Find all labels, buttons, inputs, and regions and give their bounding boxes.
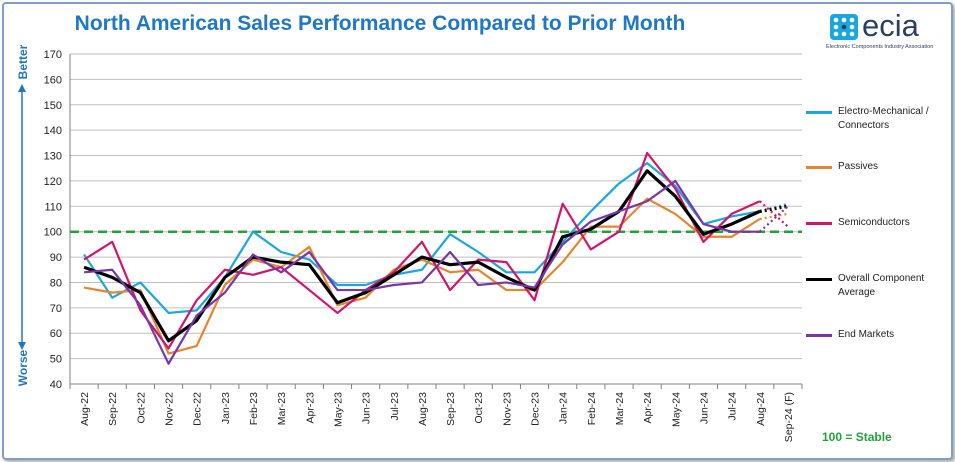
y-tick-label: 90 <box>50 252 62 264</box>
y-tick-label: 70 <box>50 303 62 315</box>
y-tick-label: 120 <box>44 176 62 188</box>
x-tick-label: Mar-24 <box>614 392 626 425</box>
y-tick-label: 60 <box>50 328 62 340</box>
legend-label: End Markets <box>838 329 895 340</box>
series-forecast-2 <box>759 200 789 228</box>
x-tick-label: Oct-23 <box>473 392 485 424</box>
y-tick-label: 140 <box>44 125 62 137</box>
stable-note: 100 = Stable <box>822 430 892 444</box>
arrow-up-icon <box>18 84 26 92</box>
x-tick-label: Mar-23 <box>276 392 288 425</box>
x-tick-label: Jul-23 <box>389 392 401 421</box>
legend-label: Overall Component Average <box>838 273 925 298</box>
y-tick-label: 100 <box>44 227 62 239</box>
x-tick-label: Sep-23 <box>445 392 457 426</box>
x-tick-label: Sep-24 (F) <box>783 392 795 442</box>
x-tick-label: Nov-22 <box>164 392 176 426</box>
series-line-1 <box>83 197 761 355</box>
legend-label: Electro-Mechanical / Connectors <box>838 106 929 131</box>
series-line-4 <box>83 179 760 365</box>
series-forecast-1 <box>759 212 789 221</box>
series-line-3 <box>83 169 761 343</box>
y-tick-label: 50 <box>50 354 62 366</box>
x-tick-label: Feb-23 <box>248 392 260 425</box>
axes <box>69 54 803 389</box>
x-tick-label: Aug-24 <box>755 392 767 426</box>
legend-swatch <box>806 334 832 337</box>
logo-tagline: Electronic Components Industry Associati… <box>826 44 934 50</box>
y-tick-label: 160 <box>44 74 62 86</box>
x-tick-label: Feb-24 <box>586 392 598 425</box>
x-tick-label: Oct-22 <box>135 392 147 424</box>
y-tick-label: 110 <box>44 201 62 213</box>
y-tick-label: 170 <box>44 49 62 61</box>
x-tick-label: Dec-22 <box>192 392 204 426</box>
legend-swatch <box>806 166 832 169</box>
logo-word: ecia <box>862 8 919 43</box>
legend-swatch <box>806 278 832 281</box>
x-tick-label: Sep-22 <box>107 392 119 426</box>
y-tick-label: 40 <box>50 379 62 391</box>
x-tick-label: Jan-23 <box>220 392 232 424</box>
ecia-logo-mark-icon <box>830 14 858 40</box>
legend-swatch <box>806 111 832 114</box>
x-tick-label: Jul-24 <box>727 392 739 421</box>
x-tick-label: Aug-22 <box>79 392 91 426</box>
side-indicators: Better Worse <box>16 44 30 386</box>
legend-label: Passives <box>838 161 879 172</box>
x-tick-label: May-24 <box>670 392 682 427</box>
better-label: Better <box>16 44 30 79</box>
x-tick-label: Apr-23 <box>304 392 316 424</box>
series-forecast-4 <box>759 205 789 233</box>
x-tick-label: Dec-23 <box>530 392 542 426</box>
y-tick-label: 150 <box>44 100 62 112</box>
y-tick-label: 80 <box>50 277 62 289</box>
series-line-2 <box>83 151 761 350</box>
legend-swatch <box>806 222 832 225</box>
x-tick-label: Nov-23 <box>501 392 513 426</box>
tick-labels: 40 50 60 70 80 90 100 110 120 130 140 150 160 170 Aug-… <box>44 49 795 442</box>
y-tick-label: 130 <box>44 151 62 163</box>
legend-label: Semiconductors <box>838 217 910 228</box>
x-tick-label: Jun-23 <box>361 392 373 424</box>
x-tick-label: Jan-24 <box>558 392 570 424</box>
series-lines <box>83 151 789 365</box>
series-line-0 <box>83 162 760 315</box>
x-tick-label: Apr-24 <box>642 392 654 424</box>
ecia-logo: ecia Electronic Components Industry Asso… <box>826 8 946 54</box>
x-tick-label: May-23 <box>332 392 344 427</box>
x-tick-label: Aug-23 <box>417 392 429 426</box>
x-tick-label: Jun-24 <box>698 392 710 424</box>
worse-label: Worse <box>16 349 30 386</box>
chart-title: North American Sales Performance Compare… <box>74 12 686 35</box>
arrow-down-icon <box>18 342 26 350</box>
